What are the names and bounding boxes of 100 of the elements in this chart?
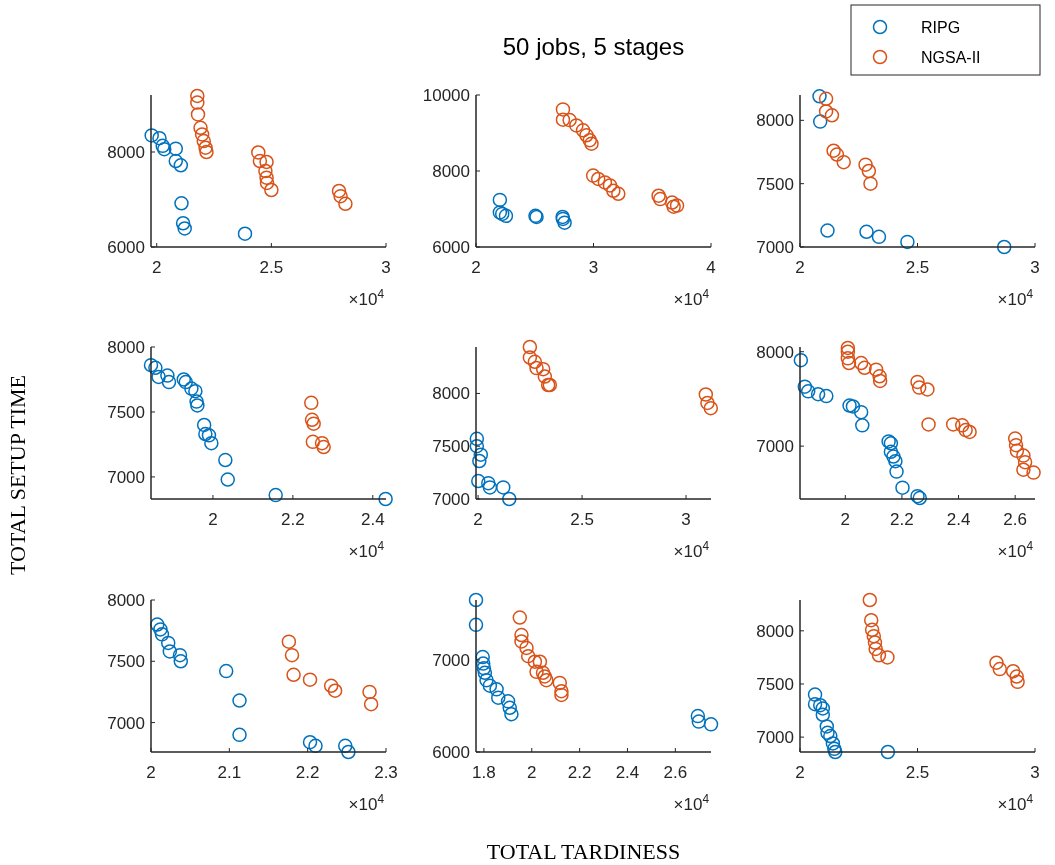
point: [698, 387, 714, 402]
point: [602, 178, 618, 193]
text: ×10$^{4}$: [997, 287, 1034, 309]
point: [1010, 674, 1025, 690]
point: [807, 687, 823, 702]
point: [491, 690, 506, 705]
point: [482, 678, 498, 693]
text: ×10$^{4}$: [673, 792, 710, 814]
point: [306, 416, 321, 431]
point: [284, 647, 300, 663]
point: [1005, 663, 1021, 679]
point: [836, 154, 851, 170]
point: [468, 592, 484, 608]
point: [173, 158, 189, 173]
point: [305, 434, 321, 450]
point: [800, 384, 816, 399]
point: [500, 694, 516, 709]
chart-title: 50 jobs, 5 stages: [502, 33, 685, 60]
x-tick-label: 2: [527, 763, 537, 782]
point: [579, 128, 594, 143]
point: [168, 141, 184, 156]
point: [476, 660, 492, 676]
x-tick-label: 3: [1030, 258, 1040, 277]
point: [469, 438, 485, 454]
x-tick-label: 3: [681, 510, 691, 529]
point: [819, 388, 834, 404]
point: [259, 175, 275, 191]
point: [492, 192, 508, 208]
y-tick-label: 8000: [432, 384, 470, 404]
x-tick-label: 2.5: [905, 258, 930, 277]
y-tick-label: 7000: [432, 489, 470, 509]
text: ×10$^{4}$: [348, 287, 385, 309]
point: [861, 163, 877, 179]
point: [871, 229, 887, 245]
point: [477, 665, 493, 681]
point: [304, 412, 320, 427]
point: [341, 744, 356, 760]
y-tick-label: 8000: [756, 111, 794, 131]
point: [864, 622, 880, 638]
point: [664, 195, 680, 210]
point: [820, 223, 835, 238]
point: [190, 107, 206, 122]
point: [338, 196, 353, 212]
point: [597, 175, 613, 190]
point: [338, 738, 353, 754]
y-tick-label: 7000: [432, 650, 470, 670]
point: [818, 104, 834, 119]
point: [522, 339, 538, 355]
x-tick-label: 2.2: [295, 763, 320, 782]
point: [472, 453, 487, 469]
point: [184, 381, 199, 396]
point: [1008, 437, 1024, 453]
point: [815, 701, 831, 716]
x-tick-label: 2.6: [1003, 510, 1027, 529]
point: [569, 118, 584, 133]
point: [539, 672, 554, 688]
x-tick-label: 2: [208, 510, 218, 529]
point: [160, 368, 175, 383]
y-tick-label: 7500: [756, 674, 794, 694]
point: [824, 108, 840, 123]
point: [198, 426, 213, 442]
point: [858, 157, 873, 172]
x-tick-label: 4: [706, 258, 716, 277]
y-tick-label: 7500: [756, 174, 794, 194]
point: [842, 398, 857, 413]
point: [520, 648, 536, 664]
text: ×10$^{4}$: [997, 792, 1034, 814]
point: [198, 140, 213, 155]
x-tick-label: 2.6: [663, 763, 688, 782]
x-tick-label: 2: [473, 510, 483, 529]
point: [651, 188, 666, 203]
point: [807, 696, 823, 712]
point: [992, 661, 1007, 677]
point: [1016, 448, 1031, 463]
legend-label: RIPG: [921, 18, 961, 36]
point: [177, 221, 192, 236]
y-tick-label: 7000: [107, 713, 145, 733]
point: [1026, 465, 1041, 480]
y-tick-label: 8000: [107, 142, 145, 162]
point: [475, 649, 490, 665]
point: [954, 418, 970, 433]
point: [194, 127, 210, 142]
point: [825, 736, 841, 751]
point: [582, 132, 597, 148]
point: [532, 654, 548, 669]
point: [818, 91, 834, 107]
point: [557, 215, 572, 230]
point: [259, 170, 274, 185]
point: [378, 491, 393, 507]
point: [175, 216, 191, 231]
point: [841, 355, 857, 371]
point: [314, 435, 330, 451]
point: [190, 95, 205, 110]
x-tick-label: 2: [795, 258, 805, 277]
point: [584, 136, 599, 151]
point: [204, 435, 219, 451]
x-tick-label: 2.5: [905, 763, 930, 782]
point: [144, 128, 159, 143]
point: [815, 707, 831, 723]
point: [152, 130, 167, 146]
